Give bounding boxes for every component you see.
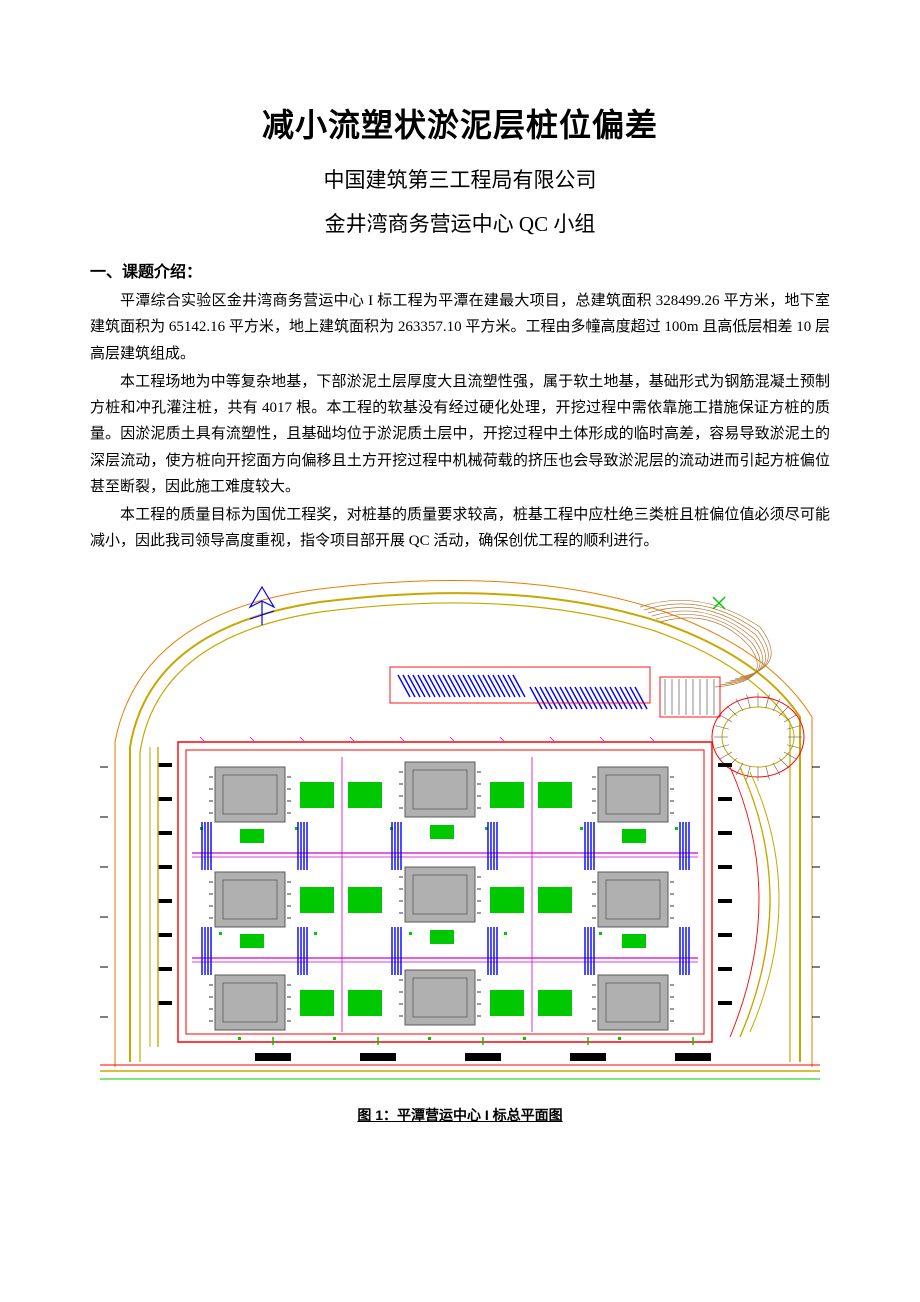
subtitle-team: 金井湾商务营运中心 QC 小组 <box>90 208 830 238</box>
main-title: 减小流塑状淤泥层桩位偏差 <box>90 100 830 146</box>
subtitle-company: 中国建筑第三工程局有限公司 <box>90 164 830 194</box>
section-heading: 一、课题介绍： <box>90 258 830 282</box>
figure-container: 图 1：平潭营运中心 I 标总平面图 <box>90 567 830 1125</box>
paragraph: 本工程场地为中等复杂地基，下部淤泥土层厚度大且流塑性强，属于软土地基，基础形式为… <box>90 369 830 500</box>
paragraph: 平潭综合实验区金井湾商务营运中心 I 标工程为平潭在建最大项目，总建筑面积 32… <box>90 288 830 367</box>
site-plan-svg <box>100 567 820 1087</box>
paragraph: 本工程的质量目标为国优工程奖，对桩基的质量要求较高，桩基工程中应杜绝三类桩且桩偏… <box>90 502 830 555</box>
document-page: 减小流塑状淤泥层桩位偏差 中国建筑第三工程局有限公司 金井湾商务营运中心 QC … <box>0 0 920 1185</box>
site-plan-figure <box>100 567 820 1087</box>
figure-caption: 图 1：平潭营运中心 I 标总平面图 <box>90 1105 830 1125</box>
